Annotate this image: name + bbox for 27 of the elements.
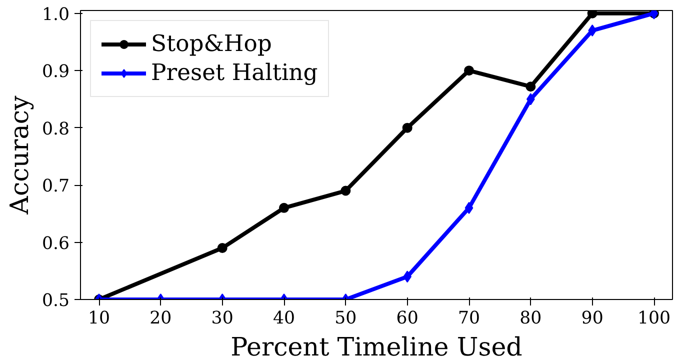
- point: [464, 66, 474, 76]
- legend-label: Preset Halting: [151, 60, 318, 86]
- x-tick-label: 60: [396, 308, 418, 328]
- x-axis-title: Percent Timeline Used: [230, 332, 522, 362]
- point: [340, 186, 351, 196]
- x-tick-label: 80: [520, 308, 542, 328]
- point: [587, 10, 598, 18]
- legend-label: Stop&Hop: [151, 31, 272, 57]
- y-tick-label: 1.0: [42, 4, 70, 25]
- y-axis-title: Accuracy: [4, 94, 34, 216]
- x-tick-label: 10: [88, 308, 110, 328]
- y-tick-label: 0.8: [42, 119, 70, 140]
- y-tick-label: 0.9: [42, 62, 70, 82]
- point: [402, 122, 412, 133]
- y-tick-label: 0.6: [42, 234, 70, 254]
- y-tick-label: 0.7: [42, 176, 70, 197]
- y-tick-label: 0.5: [42, 291, 70, 311]
- x-tick-label: 50: [334, 308, 357, 328]
- x-tick-label: 40: [272, 308, 296, 328]
- x-tick-label: 30: [211, 308, 234, 328]
- x-tick-label: 100: [637, 308, 671, 328]
- x-tick-label: 20: [150, 308, 172, 328]
- x-tick-label: 90: [581, 308, 604, 328]
- point: [464, 202, 474, 214]
- point: [279, 202, 289, 213]
- x-tick-label: 70: [458, 308, 480, 328]
- point: [526, 82, 536, 92]
